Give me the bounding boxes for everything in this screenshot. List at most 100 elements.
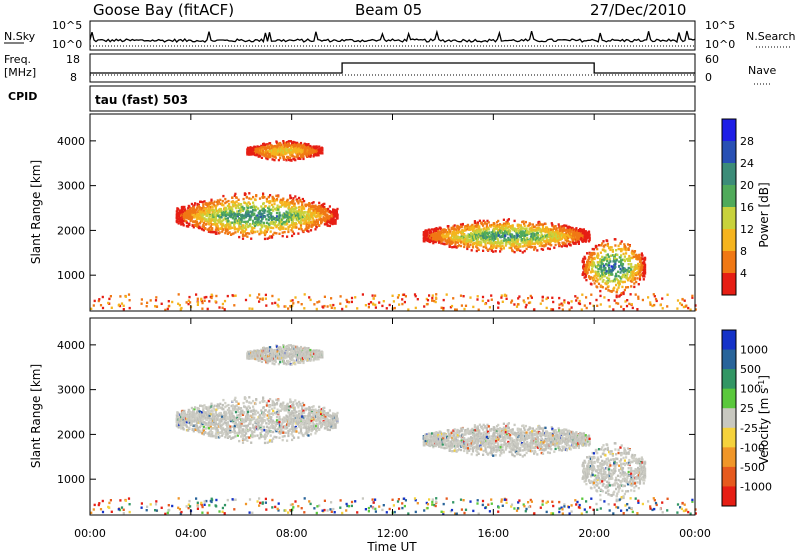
power-cell [474,221,477,224]
power-cell [246,153,249,156]
power-cell [608,274,611,277]
power-cell [238,225,241,228]
power-cell [316,214,320,218]
power-cell [223,214,226,217]
velocity-cell [187,417,190,421]
power-cell [521,245,524,248]
power-cell [443,242,446,246]
power-cell [499,223,502,226]
power-cell [248,307,251,310]
power-cell [281,223,284,226]
power-cell [507,241,510,244]
power-cell [246,220,250,223]
power-cell [463,236,466,239]
power-cell [312,218,315,222]
power-cell [237,198,240,201]
power-cell [231,208,234,211]
power-cell [295,206,298,210]
power-cell [304,203,307,206]
power-cell [584,232,587,235]
power-cell [597,267,600,271]
power-cell [263,229,267,232]
power-cell [607,269,610,273]
power-cell [275,217,278,220]
power-cell [329,216,332,220]
power-cell [616,281,620,285]
power-cell [269,213,272,217]
power-cell [323,223,326,226]
power-cell [614,244,617,247]
colorbar-frame [721,118,737,296]
power-cell [292,199,295,203]
freq-trace [90,62,695,76]
power-cell [282,153,285,156]
power-cell [488,236,492,239]
power-cell [521,251,524,254]
power-cell [186,210,189,214]
power-cell [523,227,526,230]
power-cell [628,270,631,273]
power-cell [278,232,281,235]
power-cell [632,253,635,256]
power-cell [231,203,234,206]
power-cell [244,298,248,302]
power-cell [557,233,560,237]
power-cell [577,242,580,245]
power-cell [559,236,562,239]
power-cell [176,221,179,224]
power-cell [258,153,261,156]
power-cell [586,267,589,270]
power-cell [267,156,270,159]
velocity-cell [183,414,187,417]
velocity-cell [186,414,189,418]
power-cell [224,217,228,221]
power-cell [476,225,479,228]
power-cell [225,224,228,227]
power-cell [621,263,625,266]
power-cell [492,225,495,228]
power-cell [315,223,318,227]
power-cell [494,224,497,228]
power-cell [291,234,294,238]
velocity-cell [178,423,181,427]
power-cell [234,206,238,210]
power-cell [302,229,305,233]
power-cell [301,153,304,156]
power-cell [270,235,274,238]
power-cell [524,238,527,242]
power-cell [196,205,199,208]
power-cell [234,294,237,297]
power-cell [493,228,496,231]
power-cell [284,220,287,223]
power-cell [468,240,471,243]
power-cell [463,234,466,238]
power-cell [502,247,505,250]
power-cell [448,241,451,244]
power-cell [561,308,564,311]
power-cell [305,151,308,155]
power-cell [263,196,266,199]
power-cell [637,262,640,266]
power-cell [647,296,650,299]
power-cell [630,268,633,271]
power-cell [275,208,278,212]
power-cell [293,202,296,205]
power-cell [306,222,309,226]
power-cell [306,229,309,232]
power-cell [200,207,204,210]
power-cell [596,304,599,307]
power-cell [272,217,275,221]
power-cell [654,297,658,301]
power-cell [517,238,520,241]
power-cell [252,219,255,223]
power-cell [525,241,528,244]
power-cell [303,149,306,152]
power-cell [434,300,437,304]
power-cell [188,295,191,299]
power-cell [320,150,323,153]
power-cell [250,149,253,152]
power-cell [192,220,195,223]
power-cell [587,230,591,233]
power-cell [227,231,230,234]
power-cell [625,248,628,251]
